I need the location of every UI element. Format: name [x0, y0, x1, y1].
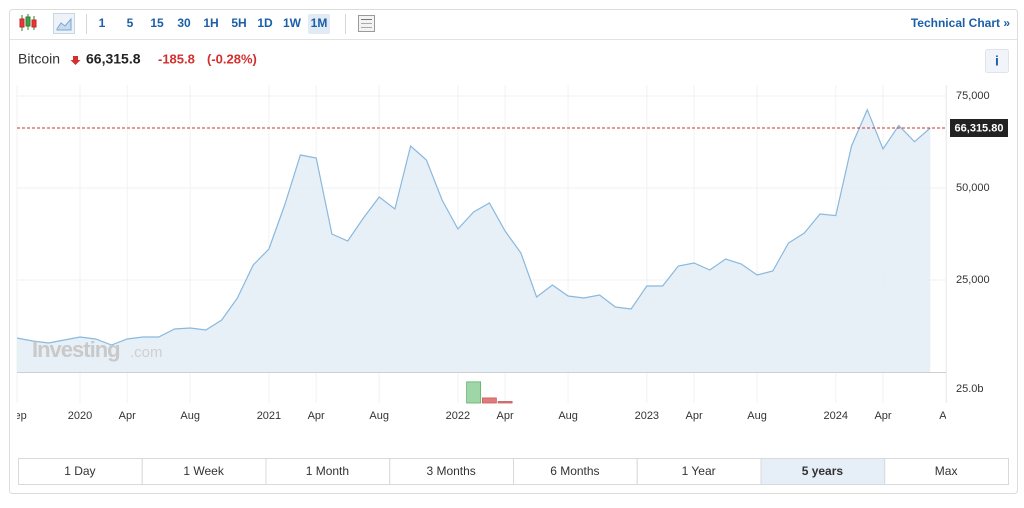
technical-chart-link[interactable]: Technical Chart » — [911, 16, 1010, 30]
price-area — [17, 109, 931, 372]
x-tick-label: 2020 — [68, 410, 92, 422]
plot: Investing.com25.0b25,00050,00075,000Sep2… — [0, 85, 1008, 425]
range-button-label[interactable]: 1 Year — [682, 464, 716, 478]
interval-button[interactable]: 5 — [127, 16, 134, 30]
range-button[interactable] — [884, 458, 1009, 485]
interval-button[interactable]: 1D — [257, 16, 273, 30]
y-tick-label: 50,000 — [956, 182, 990, 194]
volume-bar — [497, 401, 513, 404]
x-tick-label: Aug — [180, 410, 200, 422]
range-button-label[interactable]: 6 Months — [550, 464, 599, 478]
interval-button[interactable]: 1W — [283, 16, 302, 30]
x-tick-label: 2021 — [257, 410, 281, 422]
price-change: -185.8 — [158, 51, 195, 66]
last-price-label: 66,315.80 — [955, 122, 1004, 134]
candlestick-icon[interactable] — [19, 14, 37, 31]
range-button[interactable] — [389, 458, 514, 485]
x-tick-label: Aug — [369, 410, 389, 422]
price-line — [16, 108, 931, 346]
interval-button[interactable]: 1 — [99, 16, 106, 30]
x-axis-mask — [946, 405, 960, 425]
info-button[interactable] — [985, 49, 1009, 73]
range-selector: 1 Day 1 Week 1 Month 3 Months 6 Months 1 Year… — [18, 458, 1009, 485]
range-button-label[interactable]: Max — [935, 464, 958, 478]
volume-tick-label: 25.0b — [956, 383, 984, 395]
y-tick-label: 25,000 — [956, 274, 990, 286]
range-button-label[interactable]: 1 Week — [183, 464, 224, 478]
interval-button[interactable]: 15 — [150, 16, 164, 30]
interval-selector: 1 5 15 30 1H 5H 1D 1W 1M — [99, 14, 330, 34]
interval-button[interactable]: 1H — [203, 16, 218, 30]
x-tick-label: Aug — [747, 410, 767, 422]
x-tick-label: Aug — [558, 410, 578, 422]
x-tick-label: Apr — [119, 410, 136, 422]
range-button[interactable] — [265, 458, 391, 485]
interval-button[interactable]: 1M — [311, 16, 328, 30]
area-chart-icon[interactable] — [53, 13, 75, 34]
watermark-suffix: .com — [130, 344, 163, 361]
last-price-box — [950, 118, 1008, 137]
instrument-name: Bitcoin — [18, 51, 60, 67]
interval-button[interactable]: 5H — [231, 16, 246, 30]
y-tick-label: 75,000 — [956, 90, 990, 102]
volume-bar — [466, 381, 482, 404]
range-button[interactable] — [513, 458, 638, 485]
x-tick-label: Apr — [874, 410, 891, 422]
interval-button[interactable]: 30 — [177, 16, 191, 30]
range-button-label[interactable]: 1 Day — [64, 464, 95, 478]
last-price: 66,315.8 — [86, 51, 141, 67]
x-tick-label: Apr — [308, 410, 325, 422]
x-tick-label: Apr — [686, 410, 703, 422]
x-axis-mask — [0, 405, 17, 425]
x-tick-label: Apr — [497, 410, 514, 422]
info-icon[interactable]: i — [995, 53, 999, 69]
range-button-label[interactable]: 1 Month — [306, 464, 349, 478]
range-button[interactable] — [141, 458, 267, 485]
range-button-label[interactable]: 5 years — [802, 464, 844, 478]
down-arrow — [70, 56, 81, 65]
active-interval-bg — [308, 14, 330, 34]
x-tick-label: 2022 — [446, 410, 470, 422]
x-tick-label: 2024 — [824, 410, 848, 422]
volume-bar — [481, 397, 497, 404]
watermark-brand: Investing — [32, 337, 120, 362]
range-button-label[interactable]: 3 Months — [426, 464, 475, 478]
x-tick-label: 2023 — [635, 410, 659, 422]
price-change-percent: (-0.28%) — [207, 51, 257, 66]
settings-icon[interactable] — [358, 15, 375, 32]
